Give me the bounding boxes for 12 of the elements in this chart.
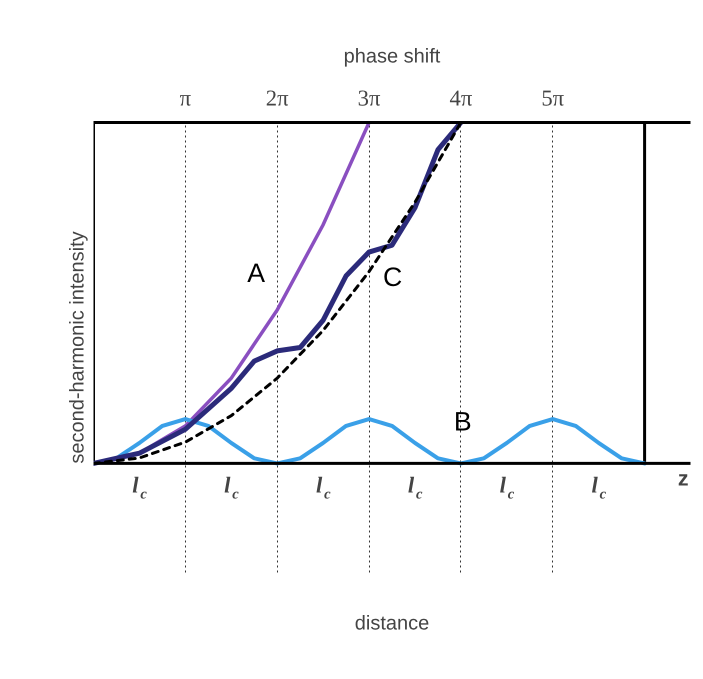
x-tick-label: π: [180, 86, 192, 110]
y-axis-title: second-harmonic intensity: [66, 231, 88, 464]
x-axis-title: phase shift: [344, 46, 441, 68]
x-tick-label: 3π: [358, 86, 381, 110]
x-tick-label: 5π: [541, 86, 565, 110]
x-tick-label: 2π: [266, 86, 290, 110]
x-tick-label: 4π: [449, 86, 473, 110]
series-label: B: [454, 406, 472, 436]
x2-axis-title: distance: [354, 612, 430, 634]
series-label: C: [383, 262, 402, 292]
series-label: A: [247, 258, 266, 288]
text: z: [678, 466, 689, 491]
